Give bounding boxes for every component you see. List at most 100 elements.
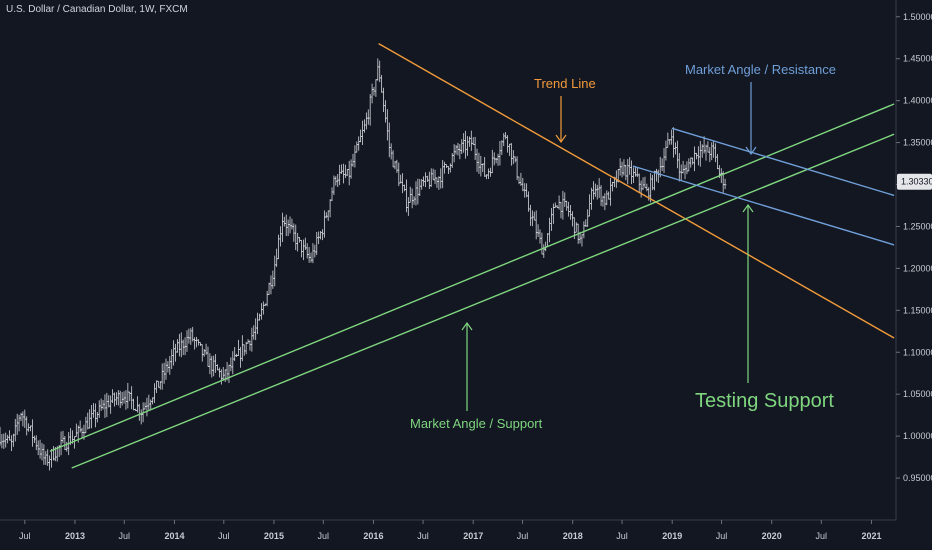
ohlc-bar — [607, 191, 610, 200]
ohlc-bar — [267, 282, 271, 295]
ohlc-bar — [397, 162, 401, 187]
ohlc-bar — [6, 434, 9, 444]
ohlc-bar — [624, 164, 628, 181]
ohlc-bar — [534, 210, 538, 240]
ohlc-bar — [580, 234, 584, 247]
ohlc-bar — [683, 164, 687, 180]
price-tick-label: 0.95000 — [903, 473, 932, 483]
time-axis[interactable]: Jul 2013 Jul 2014 Jul 2015 Jul 2016 Jul 2017 Jul 20… — [0, 519, 896, 541]
ohlc-bar — [52, 446, 55, 461]
ohlc-bar — [137, 403, 141, 421]
support-arrow — [461, 321, 473, 411]
support-upper[interactable] — [49, 103, 895, 452]
ohlc-bar — [273, 255, 277, 287]
ohlc-bar — [710, 142, 714, 161]
ohlc-bar — [294, 224, 298, 251]
last-price-tag: 1.30330 — [897, 173, 932, 190]
ohlc-bar — [353, 145, 357, 168]
ohlc-bar — [471, 137, 475, 145]
ohlc-bar — [115, 392, 118, 405]
support-lower[interactable] — [71, 133, 895, 469]
ohlc-bar — [704, 144, 708, 161]
ohlc-bar — [508, 143, 511, 156]
ohlc-bar — [685, 161, 689, 175]
ohlc-bar — [166, 361, 170, 373]
ohlc-bar — [202, 349, 206, 357]
time-tick-label: Jul — [616, 531, 628, 541]
ohlc-bar — [122, 391, 126, 404]
ohlc-bar — [714, 143, 717, 163]
resistance-arrow — [745, 82, 757, 156]
ohlc-bar — [212, 355, 216, 377]
ohlc-bar — [662, 147, 666, 173]
ohlc-bar — [691, 157, 694, 165]
ohlc-bar — [97, 400, 101, 418]
ohlc-bar — [229, 357, 233, 372]
ohlc-bar — [458, 144, 462, 160]
ohlc-bar — [328, 199, 332, 218]
ohlc-bar — [218, 367, 221, 378]
ohlc-bar — [525, 183, 528, 198]
ohlc-bar — [460, 139, 464, 154]
ohlc-bar — [275, 248, 278, 267]
ohlc-bar — [447, 166, 450, 175]
ohlc-bar — [288, 216, 292, 234]
ohlc-bar — [265, 290, 269, 307]
ohlc-bar — [349, 159, 353, 179]
resistance-lower[interactable] — [632, 165, 895, 246]
time-tick-label: Jul — [517, 531, 529, 541]
ohlc-bar — [496, 153, 500, 166]
ohlc-bar — [96, 412, 99, 423]
drawn-lines[interactable] — [49, 43, 895, 469]
ohlc-bar — [626, 159, 630, 185]
ohlc-bar — [309, 252, 313, 263]
ohlc-bar — [286, 219, 290, 237]
ohlc-bar — [321, 229, 324, 241]
ohlc-bar — [628, 157, 631, 175]
ohlc-bar — [723, 178, 727, 190]
trend-line[interactable] — [378, 43, 895, 339]
ohlc-bar — [418, 178, 422, 196]
ohlc-bar — [227, 364, 231, 384]
ohlc-bar — [90, 404, 93, 429]
ohlc-bar — [292, 223, 296, 242]
ohlc-bar — [269, 275, 273, 295]
ohlc-bar — [208, 353, 212, 375]
ohlc-bar — [517, 176, 521, 185]
ohlc-bar — [86, 412, 90, 430]
price-tick-label: 1.50000 — [903, 12, 932, 22]
time-tick-label: 2019 — [662, 531, 682, 541]
ohlc-bar — [34, 435, 38, 451]
ohlc-bar — [105, 392, 109, 418]
ohlc-bar — [193, 337, 196, 350]
ohlc-bar — [378, 60, 382, 83]
testing-support-label: Testing Support — [695, 390, 834, 412]
ohlc-bar — [470, 130, 473, 151]
ohlc-bar — [118, 390, 122, 409]
ohlc-bar — [620, 161, 624, 178]
ohlc-bar — [13, 418, 17, 442]
time-tick-label: Jul — [318, 531, 330, 541]
resistance-label: Market Angle / Resistance — [685, 62, 836, 77]
ohlc-bar — [313, 244, 317, 258]
ohlc-bar — [498, 140, 502, 166]
ohlc-bar — [561, 190, 565, 220]
ohlc-bar — [540, 232, 544, 255]
resistance-upper[interactable] — [671, 127, 895, 197]
price-tick-label: 1.25000 — [903, 221, 932, 231]
ohlc-bar — [296, 233, 299, 252]
ohlc-bar — [513, 156, 517, 163]
ohlc-bar — [117, 390, 120, 406]
time-tick-label: 2020 — [762, 531, 782, 541]
time-tick-label: 2017 — [463, 531, 483, 541]
ohlc-bar — [637, 173, 641, 193]
ohlc-bar — [435, 177, 439, 188]
ohlc-bar — [179, 332, 183, 358]
price-axis[interactable]: 0.95000 1.00000 1.05000 1.10000 1.15000 1.200… — [895, 0, 932, 520]
ohlc-bar — [687, 158, 691, 172]
ohlc-bar — [73, 436, 76, 449]
ohlc-bar — [17, 414, 21, 432]
ohlc-bar — [199, 341, 202, 347]
time-tick-label: Jul — [816, 531, 828, 541]
